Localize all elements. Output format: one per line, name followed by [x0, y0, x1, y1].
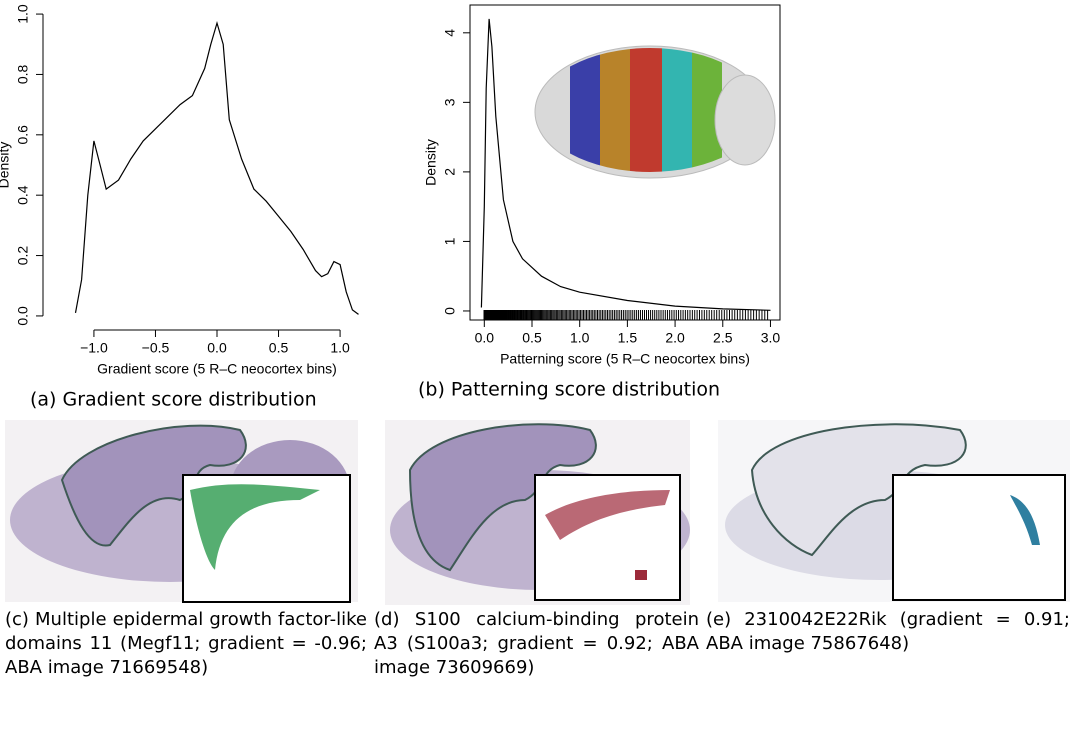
panel-caption: (c) Multiple epidermal growth factor-lik… [5, 609, 367, 678]
panel-caption: (e) 2310042E22Rik (gradient = 0.91; ABA … [706, 609, 1070, 654]
y-tick-label: 1 [442, 237, 458, 245]
x-tick-label: 0.0 [475, 330, 495, 346]
figure: −1.0 −0.5 0.0 0.5 1.0 0.0 0.2 0.4 0.6 0.8 1.0 Gradi… [0, 4, 1070, 605]
y-tick-label: 0.8 [15, 65, 31, 85]
y-tick-label: 1.0 [15, 4, 31, 24]
y-tick-label: 0 [442, 307, 458, 315]
x-tick-label: −0.5 [142, 340, 170, 356]
x-tick-label: 1.5 [618, 330, 638, 346]
brain-inset [534, 45, 776, 179]
x-tick-label: 1.0 [330, 340, 350, 356]
rug [483, 310, 769, 320]
figure-caption: (a) Gradient score distribution [30, 389, 317, 411]
x-axis-label: Patterning score (5 R–C neocortex bins) [500, 351, 750, 367]
y-tick-label: 4 [442, 29, 458, 37]
density-line [480, 18, 771, 311]
x-tick-label: 0.5 [522, 330, 542, 346]
x-tick-label: 2.0 [665, 330, 685, 346]
figure-caption: (b) Patterning score distribution [418, 379, 720, 401]
x-tick-label: 0.0 [207, 340, 227, 356]
x-tick-label: 2.5 [713, 330, 733, 346]
y-axis-label: Density [0, 142, 12, 189]
y-axis-label: Density [423, 139, 439, 186]
y-tick-label: 0.6 [15, 125, 31, 145]
x-tick-label: −1.0 [80, 340, 108, 356]
y-tick-label: 0.0 [15, 306, 31, 326]
panel-caption: (d) S100 calcium-binding protein A3 (S10… [374, 609, 699, 678]
y-tick-label: 2 [442, 168, 458, 176]
section-image-e [718, 420, 1070, 602]
x-tick-label: 3.0 [761, 330, 781, 346]
section-image-d [385, 420, 690, 605]
y-tick-label: 3 [442, 98, 458, 106]
x-axis-label: Gradient score (5 R–C neocortex bins) [97, 361, 337, 377]
density-line [74, 20, 359, 315]
x-tick-label: 0.5 [269, 340, 289, 356]
y-tick-label: 0.2 [15, 246, 31, 266]
section-image-c [5, 420, 358, 603]
y-tick-label: 0.4 [15, 185, 31, 205]
x-tick-label: 1.0 [570, 330, 590, 346]
